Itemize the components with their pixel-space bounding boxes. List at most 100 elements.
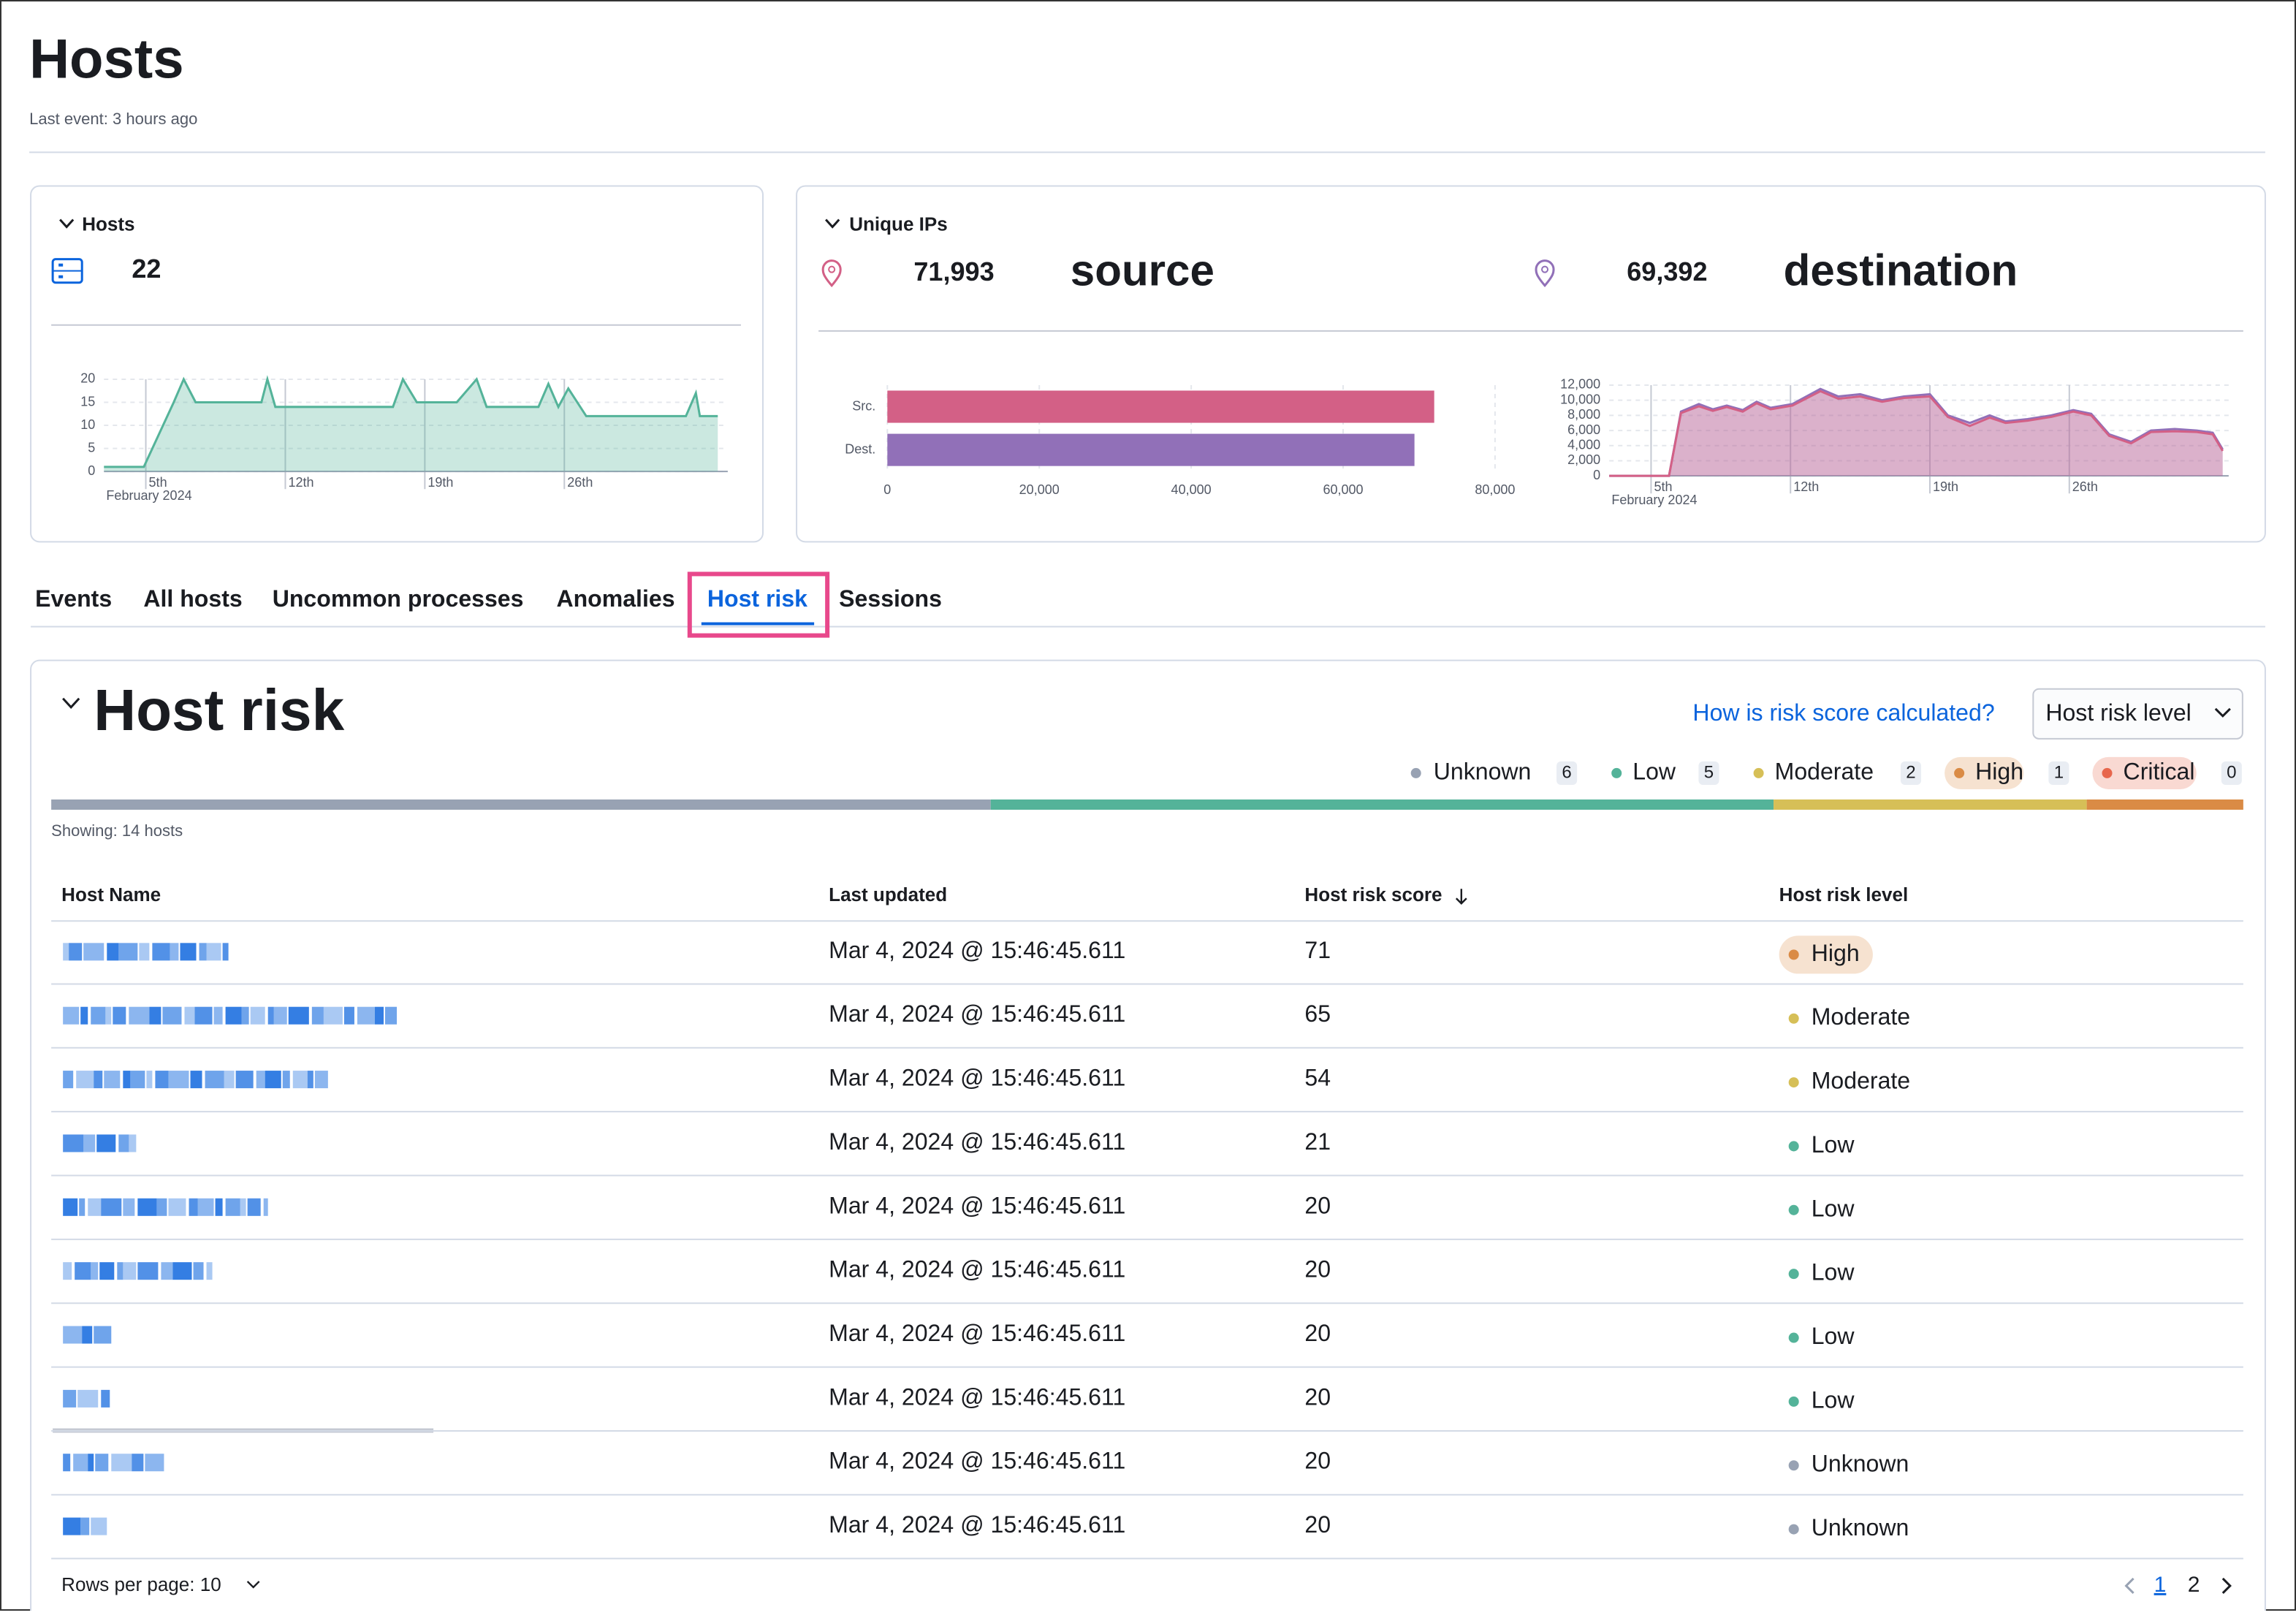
host-name-blurred[interactable] [343, 1006, 354, 1025]
host-name-blurred[interactable] [118, 1134, 129, 1152]
legend-label[interactable]: High [1975, 758, 2023, 784]
host-name-blurred[interactable] [83, 943, 104, 961]
host-name-blurred[interactable] [95, 1454, 109, 1472]
host-name-blurred[interactable] [101, 1389, 110, 1408]
host-name-blurred[interactable] [247, 1198, 261, 1216]
host-name-blurred[interactable] [123, 1198, 135, 1216]
host-name-blurred[interactable] [82, 1326, 93, 1344]
tab[interactable]: Sessions [839, 585, 942, 612]
host-name-blurred[interactable] [267, 1006, 274, 1025]
host-name-blurred[interactable] [63, 1389, 77, 1408]
host-name-blurred[interactable] [172, 1262, 192, 1280]
host-name-blurred[interactable] [205, 1071, 224, 1089]
legend-label[interactable]: Unknown [1434, 758, 1532, 784]
host-name-blurred[interactable] [129, 1006, 150, 1025]
host-name-blurred[interactable] [69, 943, 83, 961]
column-header[interactable]: Host risk score [1304, 884, 1442, 905]
host-name-blurred[interactable] [149, 1006, 161, 1025]
host-name-blurred[interactable] [94, 1326, 112, 1344]
dropdown-label[interactable]: Host risk level [2045, 699, 2191, 726]
host-name-blurred[interactable] [145, 1454, 164, 1472]
legend-label[interactable]: Critical [2124, 758, 2195, 784]
sort-icon[interactable] [1455, 889, 1467, 905]
legend-label[interactable]: Moderate [1775, 758, 1874, 784]
host-name-blurred[interactable] [314, 1071, 328, 1089]
host-name-blurred[interactable] [79, 1198, 85, 1216]
host-name-blurred[interactable] [137, 1198, 157, 1216]
host-name-blurred[interactable] [75, 1262, 91, 1280]
host-name-blurred[interactable] [88, 1198, 102, 1216]
host-name-blurred[interactable] [288, 1006, 309, 1025]
host-name-blurred[interactable] [222, 943, 229, 961]
host-name-blurred[interactable] [104, 1071, 121, 1089]
host-name-blurred[interactable] [194, 1006, 213, 1025]
host-name-blurred[interactable] [170, 943, 179, 961]
host-name-blurred[interactable] [193, 1262, 204, 1280]
host-name-blurred[interactable] [63, 1071, 74, 1089]
host-name-blurred[interactable] [105, 1006, 112, 1025]
host-name-blurred[interactable] [323, 1006, 343, 1025]
host-name-blurred[interactable] [184, 1006, 195, 1025]
host-name-blurred[interactable] [63, 1198, 78, 1216]
host-name-blurred[interactable] [107, 943, 119, 961]
host-name-blurred[interactable] [250, 1006, 265, 1025]
host-name-blurred[interactable] [63, 1517, 81, 1535]
host-name-blurred[interactable] [265, 1071, 281, 1089]
host-name-blurred[interactable] [235, 1071, 254, 1089]
host-name-blurred[interactable] [101, 1198, 122, 1216]
host-name-blurred[interactable] [91, 1006, 106, 1025]
host-name-blurred[interactable] [189, 1198, 198, 1216]
host-name-blurred[interactable] [63, 1134, 84, 1152]
host-name-blurred[interactable] [132, 1454, 144, 1472]
host-name-blurred[interactable] [80, 1006, 88, 1025]
host-name-blurred[interactable] [76, 1071, 94, 1089]
host-name-blurred[interactable] [224, 1071, 235, 1089]
host-name-blurred[interactable] [190, 1071, 202, 1089]
host-name-blurred[interactable] [215, 1198, 223, 1216]
tab[interactable]: Events [35, 585, 112, 612]
host-name-blurred[interactable] [206, 943, 221, 961]
host-name-blurred[interactable] [241, 1006, 249, 1025]
host-name-blurred[interactable] [292, 1071, 308, 1089]
tab[interactable]: All hosts [143, 585, 242, 612]
host-name-blurred[interactable] [80, 1517, 90, 1535]
host-name-blurred[interactable] [99, 1262, 115, 1280]
host-name-blurred[interactable] [180, 943, 197, 961]
rows-per-page[interactable]: Rows per page: 10 [61, 1573, 221, 1595]
host-name-blurred[interactable] [199, 943, 207, 961]
column-header[interactable]: Host Name [61, 884, 161, 905]
host-name-blurred[interactable] [307, 1071, 313, 1089]
host-name-blurred[interactable] [117, 1262, 123, 1280]
host-name-blurred[interactable] [311, 1006, 324, 1025]
host-name-blurred[interactable] [146, 1071, 153, 1089]
host-name-blurred[interactable] [213, 1006, 223, 1025]
host-name-blurred[interactable] [282, 1071, 290, 1089]
tab[interactable]: Uncommon processes [273, 585, 524, 612]
host-name-blurred[interactable] [123, 1262, 137, 1280]
host-name-blurred[interactable] [111, 1454, 132, 1472]
host-name-blurred[interactable] [88, 1454, 94, 1472]
help-link[interactable]: How is risk score calculated? [1692, 699, 1994, 726]
host-name-blurred[interactable] [113, 1006, 126, 1025]
host-name-blurred[interactable] [168, 1198, 186, 1216]
tab-active[interactable]: Host risk [707, 585, 807, 612]
host-name-blurred[interactable] [225, 1006, 242, 1025]
tab[interactable]: Anomalies [556, 585, 674, 612]
host-name-blurred[interactable] [91, 1517, 107, 1535]
host-name-blurred[interactable] [63, 1262, 72, 1280]
host-name-blurred[interactable] [77, 1389, 99, 1408]
host-name-blurred[interactable] [357, 1006, 375, 1025]
dropdown[interactable] [2032, 688, 2243, 740]
host-name-blurred[interactable] [155, 1071, 169, 1089]
page-link-active[interactable]: 1 [2154, 1573, 2167, 1597]
host-name-blurred[interactable] [63, 1326, 83, 1344]
host-name-blurred[interactable] [63, 1006, 80, 1025]
host-name-blurred[interactable] [137, 1262, 159, 1280]
host-name-blurred[interactable] [130, 1071, 145, 1089]
prev-page[interactable] [2124, 1577, 2135, 1595]
host-name-blurred[interactable] [374, 1006, 384, 1025]
host-name-blurred[interactable] [273, 1006, 287, 1025]
next-page[interactable] [2221, 1577, 2232, 1595]
column-header[interactable]: Host risk level [1779, 884, 1909, 905]
host-name-blurred[interactable] [139, 943, 150, 961]
